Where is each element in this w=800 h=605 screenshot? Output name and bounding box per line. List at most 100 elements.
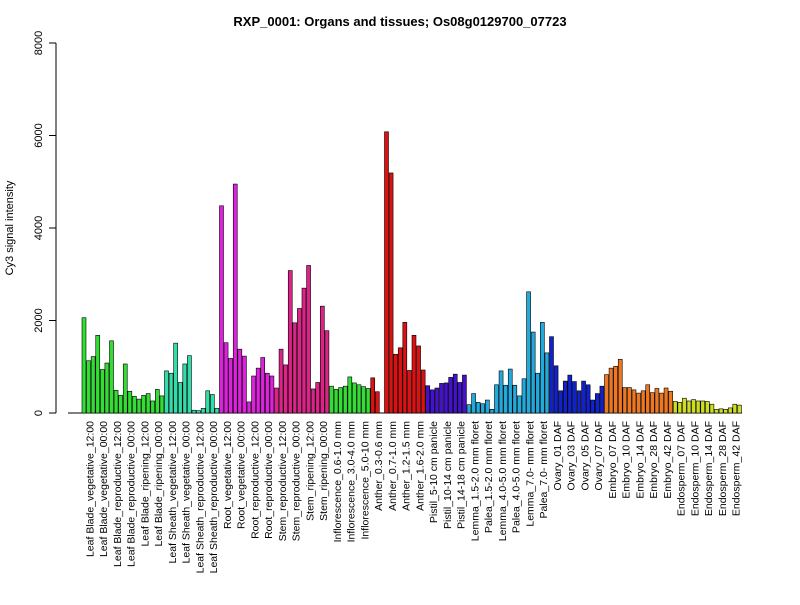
bar xyxy=(672,401,678,414)
x-tick-label: Inflorescence_3.0-4.0 mm xyxy=(346,421,358,543)
x-tick-label: Pistil_14-18 cm panicle xyxy=(456,421,468,529)
bar xyxy=(475,402,481,414)
bar xyxy=(434,387,440,414)
bar xyxy=(517,395,522,414)
bar xyxy=(727,407,733,414)
bar xyxy=(333,389,339,414)
bar xyxy=(562,380,568,414)
x-tick-label: Leaf Blade_vegetative_12:00 xyxy=(84,421,96,557)
x-tick-label: Endosperm_14 DAF xyxy=(703,421,715,516)
x-tick-label: Leaf Sheath_reproductive_12:00 xyxy=(194,421,206,574)
x-tick-label: Pistil_10-14 cm panicle xyxy=(442,421,454,529)
bar xyxy=(187,355,192,414)
bar xyxy=(136,398,142,414)
x-tick-label: Root_reproductive_12:00 xyxy=(249,421,261,539)
x-tick-label: Endosperm_28 DAF xyxy=(717,421,729,516)
y-tick-label: 8000 xyxy=(33,31,45,55)
bar xyxy=(737,404,742,414)
bar xyxy=(306,265,311,414)
bar xyxy=(384,131,389,414)
x-tick-label: Lemma_1.5-2.0 mm floret xyxy=(469,421,481,541)
x-tick-label: Leaf Blade_reproductive_00:00 xyxy=(126,421,138,567)
x-tick-label: Lemma_4.0-5.0 mm floret xyxy=(497,421,509,541)
bar xyxy=(613,365,618,414)
x-tick-label: Endosperm_07 DAF xyxy=(676,421,688,516)
x-tick-label: Embryo_42 DAF xyxy=(662,421,674,499)
bar xyxy=(237,348,243,414)
bar xyxy=(342,385,348,414)
bar xyxy=(663,387,669,414)
bar xyxy=(365,388,371,414)
bar xyxy=(132,396,137,414)
bar xyxy=(177,382,183,414)
bars-layer xyxy=(68,131,742,414)
bar xyxy=(402,322,408,414)
bar xyxy=(173,342,178,414)
bar xyxy=(232,183,238,414)
y-tick-label: 0 xyxy=(33,410,45,416)
x-tick-label: Ovary_05 DAF xyxy=(579,421,591,490)
bar xyxy=(650,392,655,414)
x-tick-label: Stem_ripening_12:00 xyxy=(304,421,316,521)
bar xyxy=(416,345,421,414)
bar xyxy=(145,393,151,414)
bar xyxy=(723,408,728,414)
bar xyxy=(315,382,321,414)
bar xyxy=(485,399,490,414)
x-tick-label: Root_vegetative_00:00 xyxy=(236,421,248,529)
bar xyxy=(109,340,114,414)
bar xyxy=(246,401,252,414)
bar xyxy=(397,347,403,414)
bar xyxy=(714,408,719,414)
bar xyxy=(627,387,632,414)
bar xyxy=(164,370,169,414)
bar xyxy=(292,322,298,414)
bar xyxy=(732,403,738,414)
bar xyxy=(549,336,554,414)
bar xyxy=(636,392,641,414)
bar xyxy=(695,400,701,414)
bar xyxy=(654,388,660,414)
bar xyxy=(691,399,696,414)
x-tick-label: Endosperm_42 DAF xyxy=(731,421,743,516)
bar xyxy=(452,373,458,414)
bar xyxy=(489,408,495,414)
bar xyxy=(430,389,435,414)
bar xyxy=(104,362,110,414)
bar xyxy=(608,367,614,414)
bar xyxy=(439,383,444,414)
bar xyxy=(631,389,637,414)
x-tick-label: Lemma_7.0- mm floret xyxy=(524,421,536,527)
bar xyxy=(617,359,623,414)
bar xyxy=(278,348,284,414)
bar xyxy=(100,369,105,414)
x-tick-labels: Leaf Blade_vegetative_12:00 Leaf Blade_ve… xyxy=(84,421,742,574)
bar xyxy=(498,370,504,414)
bar xyxy=(223,342,229,414)
x-tick-label: Palea_7.0- mm floret xyxy=(538,421,550,519)
x-tick-label: Ovary_03 DAF xyxy=(566,421,578,490)
bar xyxy=(260,357,266,414)
x-tick-label: Ovary_01 DAF xyxy=(552,421,564,490)
bar xyxy=(645,384,651,414)
x-tick-label: Anther_0.3-0.6 mm xyxy=(373,421,385,511)
bar xyxy=(310,388,316,414)
bar xyxy=(411,334,417,414)
bar xyxy=(210,394,215,414)
bar xyxy=(265,372,270,414)
x-tick-label: Inflorescence_5.0-10 mm xyxy=(359,421,371,540)
chart-title: RXP_0001: Organs and tissues; Os08g01297… xyxy=(233,14,566,29)
bar xyxy=(622,387,628,414)
bar xyxy=(127,390,133,414)
y-tick-label: 4000 xyxy=(33,216,45,240)
bar xyxy=(329,385,334,414)
x-tick-label: Anther_1.2-1.5 mm xyxy=(401,421,413,511)
bar xyxy=(640,390,646,414)
bar xyxy=(375,391,380,414)
bar xyxy=(558,390,563,414)
x-tick-label: Anther_1.6-2.0 mm xyxy=(414,421,426,511)
bar xyxy=(526,291,531,414)
x-tick-label: Anther_0.7-1.0 mm xyxy=(387,421,399,511)
bar xyxy=(388,172,394,414)
